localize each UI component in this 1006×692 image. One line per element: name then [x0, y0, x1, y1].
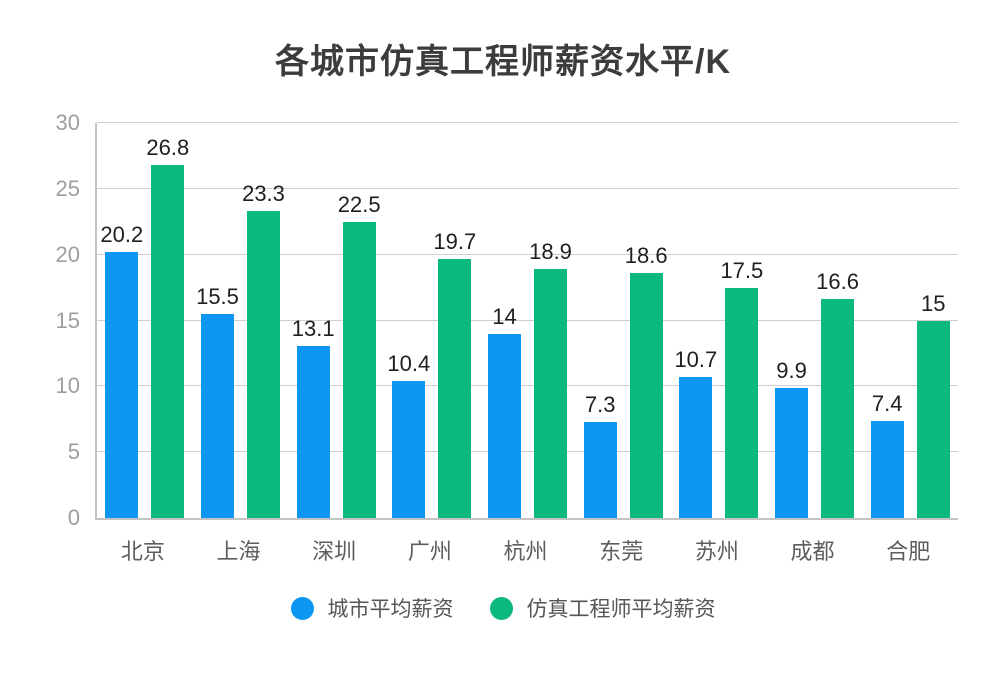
legend-label-engineer-average: 仿真工程师平均薪资 [526, 598, 716, 621]
x-tick-label-3: 深圳 [312, 539, 357, 564]
y-tick-label-25: 25 [55, 175, 80, 201]
bar-city-average-7: 10.7 [674, 347, 717, 518]
y-tick-label-0: 0 [67, 505, 80, 530]
bar-engineer-average-2: 23.3 [242, 181, 285, 518]
bar-engineer-average-3: 22.5 [338, 192, 381, 518]
x-tick-label-9: 合肥 [886, 539, 931, 564]
legend: 城市平均薪资 仿真工程师平均薪资 [0, 593, 1006, 623]
value-label-engineer-average-5: 18.9 [529, 239, 572, 265]
bar-city-average-4: 10.4 [387, 351, 430, 518]
bar-engineer-average-5: 18.9 [529, 239, 572, 518]
value-label-city-average-4: 10.4 [387, 351, 431, 377]
y-tick-label-10: 10 [55, 373, 80, 399]
bar-city-average-8: 9.9 [775, 358, 809, 518]
value-label-city-average-3: 13.1 [291, 315, 335, 341]
y-tick-label-15: 15 [55, 307, 80, 333]
value-label-engineer-average-6: 18.6 [624, 243, 668, 269]
x-tick-label-5: 杭州 [503, 539, 548, 564]
bar-engineer-average-1: 26.8 [146, 135, 189, 518]
gridline-10 [97, 385, 958, 387]
value-label-city-average-8: 9.9 [776, 357, 807, 383]
x-tick-label-4: 广州 [407, 539, 452, 564]
bar-engineer-average-7: 17.5 [720, 258, 763, 518]
y-tick-label-20: 20 [55, 241, 80, 267]
value-label-city-average-7: 10.7 [674, 347, 718, 373]
gridline-30 [97, 122, 958, 123]
legend-item-city-average[interactable]: 城市平均薪资 [290, 593, 454, 623]
legend-dot-engineer-average [489, 596, 513, 620]
value-label-engineer-average-1: 26.8 [146, 135, 190, 161]
bar-group-2: 15.5 23.3 [193, 123, 289, 518]
bar-group-7: 10.7 17.5 [671, 123, 767, 518]
bar-group-9: 7.4 15 [862, 123, 958, 518]
x-tick-label-2: 上海 [216, 539, 261, 564]
y-axis: 0 5 10 15 20 25 30 [0, 111, 80, 530]
y-tick-label-30: 30 [55, 110, 80, 135]
bar-group-6: 7.3 18.6 [575, 123, 671, 518]
value-label-city-average-6: 7.3 [584, 391, 616, 417]
bar-group-4: 10.4 19.7 [384, 123, 480, 518]
x-tick-label-6: 东莞 [599, 539, 644, 564]
bar-group-5: 14 18.9 [480, 123, 576, 518]
bar-engineer-average-6: 18.6 [625, 243, 668, 518]
bar-city-average-2: 15.5 [196, 284, 239, 518]
value-label-city-average-9: 7.4 [871, 390, 903, 416]
legend-dot-city-average [290, 596, 314, 620]
x-tick-label-1: 北京 [120, 539, 165, 564]
bar-group-1: 20.2 26.8 [97, 123, 193, 518]
x-axis: 北京 上海 深圳 广州 杭州 东莞 苏州 成都 合肥 [95, 534, 956, 566]
gridline-15 [97, 319, 958, 321]
bar-city-average-5: 14 [488, 304, 522, 518]
value-label-engineer-average-4: 19.7 [433, 228, 477, 254]
gridline-20 [97, 253, 958, 255]
bar-city-average-9: 7.4 [870, 391, 904, 518]
value-label-city-average-1: 20.2 [100, 222, 144, 248]
bar-groups: 20.2 26.8 15.5 23.3 13.1 22.5 10.4 19.7 14 18.9 7.… [97, 123, 958, 518]
value-label-engineer-average-2: 23.3 [242, 181, 285, 207]
bar-engineer-average-8: 16.6 [816, 269, 859, 518]
chart-title: 各城市仿真工程师薪资水平/K [275, 43, 731, 81]
legend-item-engineer-average[interactable]: 仿真工程师平均薪资 [489, 593, 716, 623]
bar-engineer-average-4: 19.7 [433, 229, 476, 518]
gridline-5 [97, 451, 958, 453]
y-tick-label-5: 5 [67, 439, 80, 465]
x-tick-label-7: 苏州 [694, 539, 739, 564]
bar-group-8: 9.9 16.6 [767, 123, 863, 518]
value-label-engineer-average-8: 16.6 [816, 269, 859, 295]
x-tick-label-8: 成都 [790, 539, 835, 564]
value-label-city-average-2: 15.5 [196, 283, 239, 309]
bar-engineer-average-9: 15 [916, 291, 950, 518]
bar-group-3: 13.1 22.5 [288, 123, 384, 518]
value-label-engineer-average-7: 17.5 [720, 257, 764, 283]
bar-city-average-3: 13.1 [292, 316, 335, 518]
gridline-25 [97, 187, 958, 189]
plot-area: 20.2 26.8 15.5 23.3 13.1 22.5 10.4 19.7 14 18.9 7.… [95, 122, 958, 520]
legend-label-city-average: 城市平均薪资 [327, 598, 454, 621]
value-label-engineer-average-3: 22.5 [337, 191, 381, 217]
value-label-city-average-5: 14 [492, 303, 517, 329]
value-label-engineer-average-9: 15 [920, 290, 946, 316]
bar-city-average-1: 20.2 [100, 222, 143, 518]
bar-city-average-6: 7.3 [583, 392, 617, 518]
